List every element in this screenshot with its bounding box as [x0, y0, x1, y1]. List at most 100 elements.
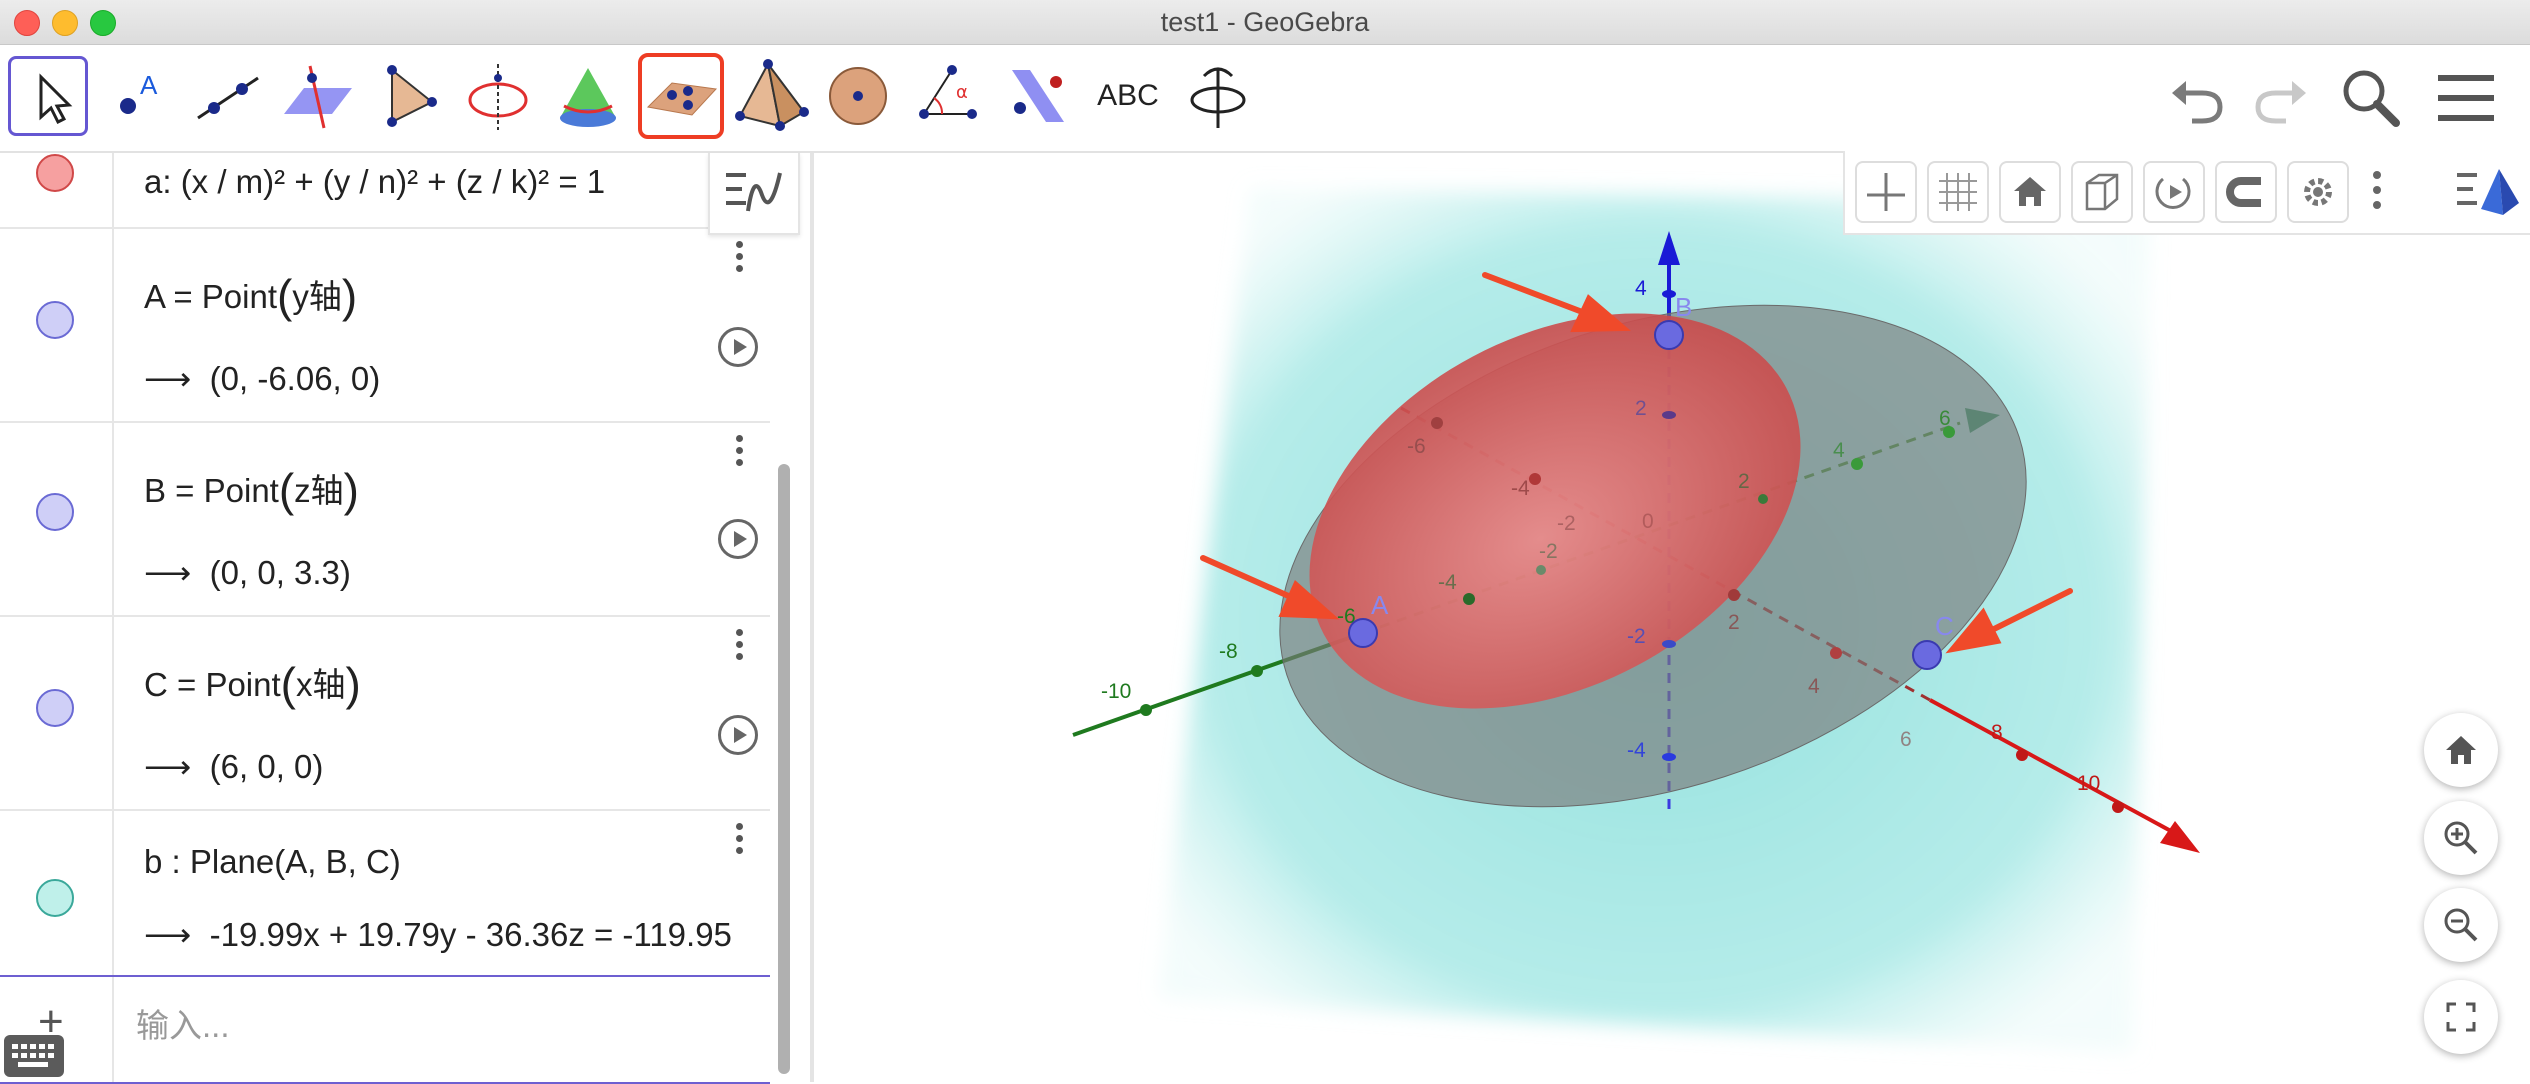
z-tick-point [1662, 411, 1676, 419]
point-C-label: C [1935, 611, 1954, 641]
keyboard-keys-icon [12, 1044, 54, 1067]
redo-icon[interactable] [2246, 67, 2310, 131]
view-toggle-button[interactable] [2455, 165, 2521, 221]
more-options-icon[interactable] [736, 241, 744, 277]
settings-button[interactable] [2287, 161, 2349, 223]
perpendicular-tool-button[interactable] [278, 56, 358, 136]
zoom-in-icon [2444, 821, 2478, 855]
pyramid-tool-button[interactable] [732, 56, 812, 136]
visibility-toggle-B[interactable] [36, 493, 74, 531]
point-capturing-button[interactable] [2215, 161, 2277, 223]
annotation-arrowhead [1278, 580, 1340, 620]
reflect-plane-icon [1012, 70, 1064, 122]
point-B-label: B [1675, 292, 1692, 322]
search-icon[interactable] [2338, 65, 2404, 131]
input-mark-column [0, 977, 114, 1082]
fullscreen-button[interactable] [2424, 980, 2498, 1054]
magnet-icon [2226, 177, 2261, 207]
x-tick-label: 2 [1728, 611, 1740, 634]
more-options-icon[interactable] [736, 823, 744, 859]
keyboard-icon[interactable] [4, 1035, 64, 1077]
algebra-input[interactable]: 输入... [136, 1007, 230, 1044]
algebra-description-icon [726, 172, 782, 212]
undo-icon[interactable] [2168, 67, 2232, 131]
play-animation-button[interactable] [718, 519, 758, 559]
definition-a: a: (x / m)² + (y / n)² + (z / k)² = 1 [144, 163, 606, 200]
angle-tool-button[interactable]: α [908, 56, 988, 136]
text-tool-label: ABC [1097, 79, 1159, 112]
y-tick-label: -10 [1101, 680, 1131, 703]
zoom-out-button[interactable] [2424, 888, 2498, 962]
circle-axis-tool-button[interactable] [458, 56, 538, 136]
cone-tool-button[interactable] [548, 56, 628, 136]
algebra-scrollbar[interactable] [778, 464, 790, 1074]
text-tool-button[interactable]: ABC [1088, 56, 1168, 136]
x-axis-arrowhead [2160, 821, 2200, 853]
line-tool-button[interactable] [188, 56, 268, 136]
algebra-style-button[interactable] [708, 153, 800, 235]
toggle-axes-button[interactable] [1855, 161, 1917, 223]
axes-icon [1867, 173, 1905, 211]
rotate-view-button[interactable] [2143, 161, 2205, 223]
definition-B: B = Point(z轴) [144, 464, 359, 516]
y-tick-label: -2 [1539, 540, 1558, 563]
algebra-view: a: (x / m)² + (y / n)² + (z / k)² = 1 A … [0, 153, 800, 1084]
close-window-button[interactable] [14, 10, 40, 36]
value-C-text: (6, 0, 0) [209, 748, 324, 785]
plane-3-points-tool-button[interactable] [638, 53, 724, 139]
cone-icon [560, 68, 616, 127]
minimize-window-button[interactable] [52, 10, 78, 36]
panel-divider[interactable] [810, 153, 814, 1082]
visibility-toggle-C[interactable] [36, 689, 74, 727]
graphics-3d-view[interactable]: -10 -8 -6 -4 -2 2 4 6 -6 -4 -2 2 4 6 8 1… [815, 153, 2530, 1082]
play-animation-button[interactable] [718, 327, 758, 367]
move-tool-button[interactable] [8, 56, 88, 136]
x-tick-label: -2 [1557, 512, 1576, 535]
more-options-icon[interactable] [2373, 171, 2385, 217]
y-tick-point [1140, 704, 1152, 716]
gear-icon [2304, 178, 2332, 206]
standard-view-button[interactable] [2424, 713, 2498, 787]
y-tick-label: 2 [1738, 470, 1750, 493]
x-tick-point [1431, 417, 1443, 429]
point-A[interactable] [1348, 618, 1378, 648]
arrow-icon: ⟶ [144, 360, 192, 397]
point-B[interactable] [1654, 320, 1684, 350]
point-tool-button[interactable]: A [98, 56, 178, 136]
play-animation-button[interactable] [718, 715, 758, 755]
visibility-column [0, 153, 114, 227]
visibility-column [0, 617, 114, 809]
more-options-icon[interactable] [736, 435, 744, 471]
toggle-clipping-box-button[interactable] [2071, 161, 2133, 223]
y-tick-point [1251, 665, 1263, 677]
toggle-grid-button[interactable] [1927, 161, 1989, 223]
algebra-row-b[interactable]: b : Plane(A, B, C) ⟶ -19.99x + 19.79y - … [0, 811, 770, 977]
y-tick-label: -8 [1219, 640, 1238, 663]
visibility-toggle-a[interactable] [36, 154, 74, 192]
algebra-row-B[interactable]: B = Point(z轴) ⟶ (0, 0, 3.3) [0, 423, 770, 617]
polygon-tool-button[interactable] [368, 56, 448, 136]
maximize-window-button[interactable] [90, 10, 116, 36]
algebra-row-a[interactable]: a: (x / m)² + (y / n)² + (z / k)² = 1 [0, 153, 770, 229]
reflect-tool-button[interactable] [998, 56, 1078, 136]
window-title: test1 - GeoGebra [1160, 7, 1370, 37]
z-tick-point [1662, 290, 1676, 298]
algebra-row-C[interactable]: C = Point(x轴) ⟶ (6, 0, 0) [0, 617, 770, 811]
toolbar: A α ABC [0, 45, 2530, 153]
visibility-toggle-b[interactable] [36, 879, 74, 917]
algebra-input-row[interactable]: + 输入... [0, 977, 770, 1084]
visibility-toggle-A[interactable] [36, 301, 74, 339]
more-options-icon[interactable] [736, 629, 744, 665]
menu-icon[interactable] [2436, 71, 2496, 127]
plane-through-points-icon [646, 82, 718, 116]
rotate-view-tool-button[interactable] [1178, 56, 1258, 136]
z-tick-label: 4 [1635, 277, 1647, 300]
definition-C-name: C = Point [144, 666, 281, 703]
algebra-row-A[interactable]: A = Point(y轴) ⟶ (0, -6.06, 0) [0, 229, 770, 423]
standard-view-style-button[interactable] [1999, 161, 2061, 223]
x-axis[interactable] [1929, 698, 2181, 838]
arrow-icon: ⟶ [144, 554, 192, 591]
sphere-tool-button[interactable] [818, 56, 898, 136]
zoom-in-button[interactable] [2424, 801, 2498, 875]
point-C[interactable] [1912, 640, 1942, 670]
